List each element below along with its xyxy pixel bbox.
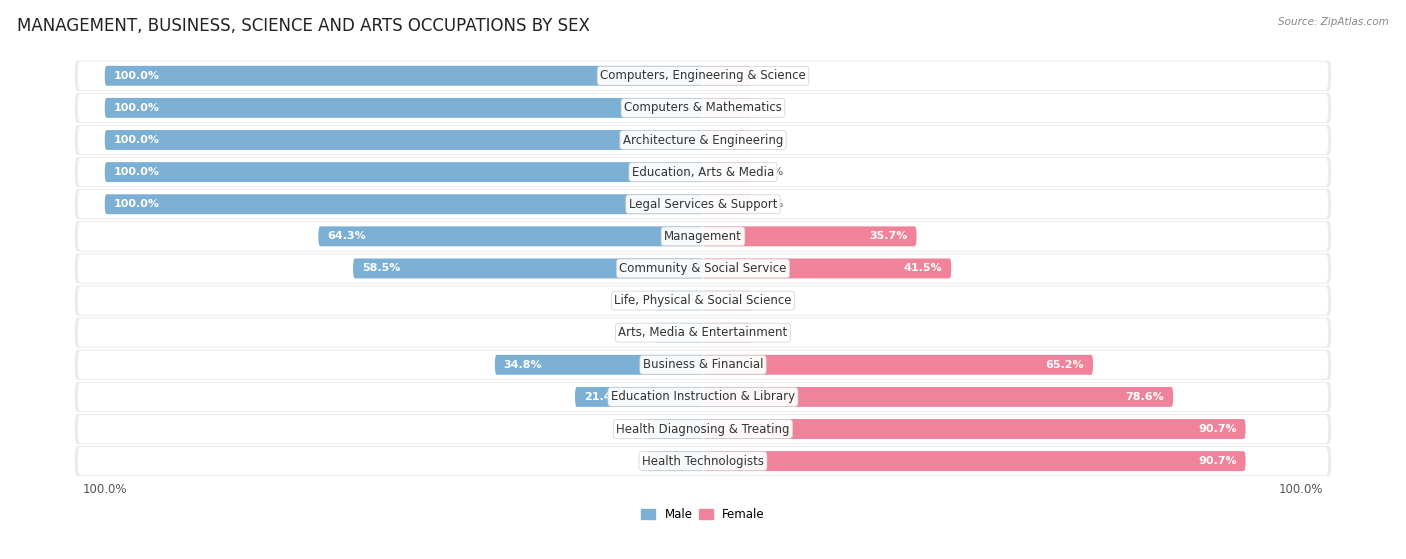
FancyBboxPatch shape: [104, 98, 703, 118]
Text: Education Instruction & Library: Education Instruction & Library: [612, 390, 794, 404]
Text: Health Technologists: Health Technologists: [643, 454, 763, 468]
FancyBboxPatch shape: [75, 350, 1331, 380]
FancyBboxPatch shape: [75, 189, 1331, 219]
Text: Business & Financial: Business & Financial: [643, 358, 763, 371]
FancyBboxPatch shape: [77, 415, 1329, 443]
FancyBboxPatch shape: [104, 66, 703, 86]
FancyBboxPatch shape: [655, 291, 703, 310]
FancyBboxPatch shape: [703, 387, 1173, 407]
FancyBboxPatch shape: [703, 66, 751, 86]
FancyBboxPatch shape: [703, 419, 1246, 439]
Text: Management: Management: [664, 230, 742, 243]
Text: Community & Social Service: Community & Social Service: [619, 262, 787, 275]
Text: 0.0%: 0.0%: [755, 103, 785, 113]
Text: 0.0%: 0.0%: [755, 167, 785, 177]
FancyBboxPatch shape: [77, 286, 1329, 315]
FancyBboxPatch shape: [703, 323, 751, 343]
Text: 100.0%: 100.0%: [114, 167, 160, 177]
FancyBboxPatch shape: [77, 126, 1329, 154]
FancyBboxPatch shape: [647, 451, 703, 471]
FancyBboxPatch shape: [75, 61, 1331, 91]
FancyBboxPatch shape: [77, 254, 1329, 283]
Text: 0.0%: 0.0%: [755, 135, 785, 145]
FancyBboxPatch shape: [353, 258, 703, 278]
FancyBboxPatch shape: [703, 451, 1246, 471]
FancyBboxPatch shape: [75, 318, 1331, 348]
Text: 9.3%: 9.3%: [657, 424, 688, 434]
FancyBboxPatch shape: [75, 221, 1331, 252]
FancyBboxPatch shape: [703, 130, 751, 150]
Text: 41.5%: 41.5%: [904, 263, 942, 273]
Text: 34.8%: 34.8%: [503, 360, 543, 370]
Text: Education, Arts & Media: Education, Arts & Media: [631, 165, 775, 179]
Text: 9.3%: 9.3%: [657, 456, 688, 466]
FancyBboxPatch shape: [77, 61, 1329, 90]
Text: Source: ZipAtlas.com: Source: ZipAtlas.com: [1278, 17, 1389, 27]
Text: Life, Physical & Social Science: Life, Physical & Social Science: [614, 294, 792, 307]
FancyBboxPatch shape: [703, 291, 751, 310]
FancyBboxPatch shape: [77, 319, 1329, 347]
FancyBboxPatch shape: [77, 222, 1329, 250]
FancyBboxPatch shape: [75, 382, 1331, 412]
FancyBboxPatch shape: [75, 253, 1331, 283]
FancyBboxPatch shape: [495, 355, 703, 375]
Text: Arts, Media & Entertainment: Arts, Media & Entertainment: [619, 326, 787, 339]
FancyBboxPatch shape: [575, 387, 703, 407]
Text: 58.5%: 58.5%: [361, 263, 401, 273]
Text: 100.0%: 100.0%: [114, 135, 160, 145]
Text: 21.4%: 21.4%: [583, 392, 623, 402]
Text: Health Diagnosing & Treating: Health Diagnosing & Treating: [616, 423, 790, 435]
FancyBboxPatch shape: [75, 93, 1331, 123]
FancyBboxPatch shape: [77, 350, 1329, 379]
Text: 90.7%: 90.7%: [1198, 424, 1237, 434]
Text: 0.0%: 0.0%: [755, 71, 785, 81]
Text: 0.0%: 0.0%: [755, 199, 785, 209]
FancyBboxPatch shape: [77, 158, 1329, 186]
FancyBboxPatch shape: [655, 323, 703, 343]
FancyBboxPatch shape: [77, 190, 1329, 219]
FancyBboxPatch shape: [104, 162, 703, 182]
Text: 0.0%: 0.0%: [755, 328, 785, 338]
Text: 35.7%: 35.7%: [869, 231, 908, 241]
FancyBboxPatch shape: [703, 226, 917, 247]
FancyBboxPatch shape: [104, 195, 703, 214]
Text: Legal Services & Support: Legal Services & Support: [628, 198, 778, 211]
Text: 100.0%: 100.0%: [114, 199, 160, 209]
FancyBboxPatch shape: [104, 130, 703, 150]
FancyBboxPatch shape: [703, 195, 751, 214]
FancyBboxPatch shape: [77, 447, 1329, 475]
Legend: Male, Female: Male, Female: [637, 503, 769, 525]
Text: Computers & Mathematics: Computers & Mathematics: [624, 101, 782, 115]
Text: 100.0%: 100.0%: [114, 103, 160, 113]
FancyBboxPatch shape: [75, 286, 1331, 316]
FancyBboxPatch shape: [703, 98, 751, 118]
Text: Computers, Engineering & Science: Computers, Engineering & Science: [600, 69, 806, 82]
Text: 0.0%: 0.0%: [621, 296, 651, 306]
FancyBboxPatch shape: [75, 446, 1331, 476]
FancyBboxPatch shape: [703, 162, 751, 182]
FancyBboxPatch shape: [77, 94, 1329, 122]
FancyBboxPatch shape: [75, 414, 1331, 444]
Text: 64.3%: 64.3%: [328, 231, 366, 241]
Text: 0.0%: 0.0%: [621, 328, 651, 338]
Text: MANAGEMENT, BUSINESS, SCIENCE AND ARTS OCCUPATIONS BY SEX: MANAGEMENT, BUSINESS, SCIENCE AND ARTS O…: [17, 17, 589, 35]
Text: 90.7%: 90.7%: [1198, 456, 1237, 466]
Text: 65.2%: 65.2%: [1046, 360, 1084, 370]
Text: 0.0%: 0.0%: [755, 296, 785, 306]
Text: Architecture & Engineering: Architecture & Engineering: [623, 134, 783, 146]
Text: 78.6%: 78.6%: [1126, 392, 1164, 402]
FancyBboxPatch shape: [703, 258, 952, 278]
FancyBboxPatch shape: [75, 125, 1331, 155]
FancyBboxPatch shape: [75, 157, 1331, 187]
FancyBboxPatch shape: [318, 226, 703, 247]
FancyBboxPatch shape: [647, 419, 703, 439]
FancyBboxPatch shape: [77, 383, 1329, 411]
Text: 100.0%: 100.0%: [114, 71, 160, 81]
FancyBboxPatch shape: [703, 355, 1092, 375]
